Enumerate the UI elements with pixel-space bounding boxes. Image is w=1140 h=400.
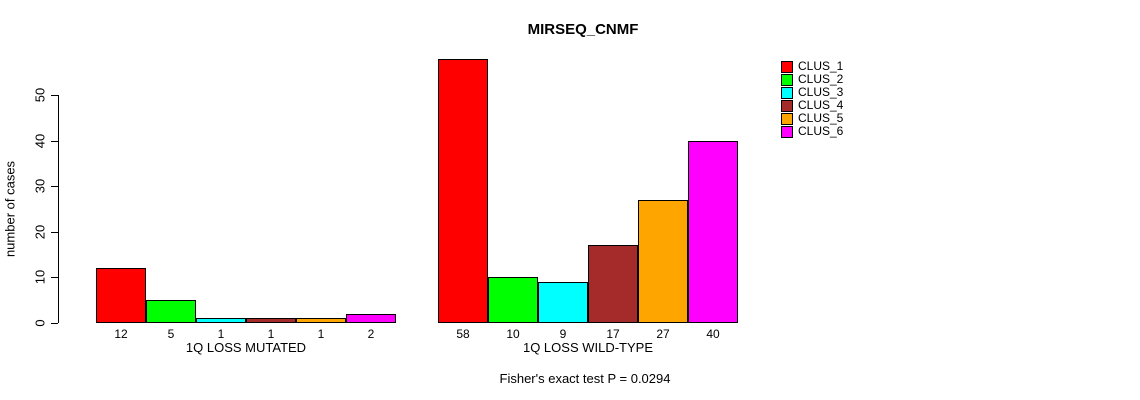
- bar-clus_4-group1: [246, 318, 296, 323]
- legend-label: CLUS_5: [798, 111, 844, 125]
- legend: CLUS_1 CLUS_2 CLUS_3 CLUS_4 CLUS_5 CLUS_6: [781, 60, 843, 138]
- y-tick-mark: [51, 95, 58, 96]
- bar-value-label: 5: [167, 327, 175, 341]
- y-tick-label: 50: [32, 87, 48, 103]
- y-tick-mark: [51, 141, 58, 142]
- y-tick-label: 30: [32, 178, 48, 194]
- fisher-test-caption: Fisher's exact test P = 0.0294: [499, 371, 671, 386]
- legend-label: CLUS_2: [798, 72, 844, 86]
- bar-clus_6-group1: [346, 314, 396, 323]
- bar-clus_1-group2: [438, 59, 488, 323]
- bar-value-label: 10: [506, 327, 520, 341]
- y-tick-label: 40: [32, 133, 48, 149]
- legend-swatch-icon: [781, 99, 793, 112]
- legend-label: CLUS_3: [798, 85, 844, 99]
- bar-clus_5-group2: [638, 200, 688, 323]
- y-tick-mark: [51, 232, 58, 233]
- bar-value-label: 58: [456, 327, 470, 341]
- bar-clus_6-group2: [688, 141, 738, 323]
- legend-row-clus_1: CLUS_1: [781, 60, 843, 73]
- bar-clus_5-group1: [296, 318, 346, 323]
- legend-row-clus_4: CLUS_4: [781, 99, 843, 112]
- y-axis-label: number of cases: [2, 160, 18, 258]
- legend-swatch-icon: [781, 60, 793, 73]
- bar-clus_4-group2: [588, 245, 638, 323]
- group-label-2: 1Q LOSS WILD-TYPE: [522, 340, 654, 355]
- y-tick-label: 20: [32, 224, 48, 240]
- bar-value-label: 1: [317, 327, 325, 341]
- bar-clus_2-group1: [146, 300, 196, 323]
- legend-row-clus_5: CLUS_5: [781, 112, 843, 125]
- y-tick-label: 0: [32, 319, 48, 327]
- legend-label: CLUS_1: [798, 59, 844, 73]
- bar-value-label: 40: [706, 327, 720, 341]
- y-tick-mark: [51, 277, 58, 278]
- y-axis-line: [58, 95, 59, 323]
- legend-label: CLUS_6: [798, 124, 844, 138]
- y-tick-mark: [51, 323, 58, 324]
- y-tick-label: 10: [32, 269, 48, 285]
- bar-clus_3-group1: [196, 318, 246, 323]
- legend-row-clus_2: CLUS_2: [781, 73, 843, 86]
- bar-clus_1-group1: [96, 268, 146, 323]
- legend-swatch-icon: [781, 125, 793, 138]
- bar-value-label: 12: [114, 327, 128, 341]
- bar-value-label: 1: [267, 327, 275, 341]
- y-tick-mark: [51, 186, 58, 187]
- chart-title: MIRSEQ_CNMF: [527, 21, 639, 38]
- legend-swatch-icon: [781, 73, 793, 86]
- legend-row-clus_6: CLUS_6: [781, 125, 843, 138]
- legend-row-clus_3: CLUS_3: [781, 86, 843, 99]
- bar-value-label: 2: [367, 327, 375, 341]
- bar-value-label: 17: [606, 327, 620, 341]
- bar-clus_2-group2: [488, 277, 538, 323]
- bar-clus_3-group2: [538, 282, 588, 323]
- bar-value-label: 9: [559, 327, 567, 341]
- bar-value-label: 1: [217, 327, 225, 341]
- bar-value-label: 27: [656, 327, 670, 341]
- group-label-1: 1Q LOSS MUTATED: [185, 340, 307, 355]
- legend-label: CLUS_4: [798, 98, 844, 112]
- legend-swatch-icon: [781, 86, 793, 99]
- legend-swatch-icon: [781, 112, 793, 125]
